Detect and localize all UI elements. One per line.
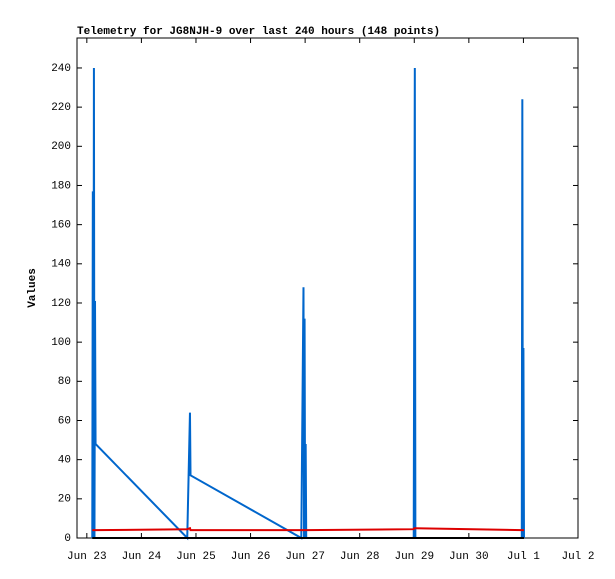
chart-title: Telemetry for JG8NJH-9 over last 240 hou… xyxy=(77,26,440,38)
y-tick-label: 100 xyxy=(51,337,71,349)
y-tick-label: 180 xyxy=(51,180,71,192)
y-tick-label: 220 xyxy=(51,102,71,114)
x-tick-label: Jun 27 xyxy=(285,551,325,563)
plot-frame xyxy=(76,37,579,539)
x-tick-label: Jun 23 xyxy=(67,551,107,563)
y-tick-label: 40 xyxy=(58,455,71,467)
x-tick-label: Jul 2 xyxy=(561,551,594,563)
y-tick-label: 240 xyxy=(51,63,71,75)
x-tick-label: Jun 30 xyxy=(449,551,489,563)
series-line xyxy=(91,67,525,541)
y-tick-label: 120 xyxy=(51,298,71,310)
y-tick-label: 160 xyxy=(51,220,71,232)
x-tick-label: Jun 24 xyxy=(122,551,162,563)
x-tick-label: Jul 1 xyxy=(507,551,540,563)
y-tick-label: 200 xyxy=(51,141,71,153)
x-tick-label: Jun 29 xyxy=(394,551,434,563)
y-tick-label: 60 xyxy=(58,415,71,427)
series-line xyxy=(92,526,524,532)
y-axis-label: Values xyxy=(27,268,39,308)
x-tick-label: Jun 25 xyxy=(176,551,216,563)
y-tick-label: 140 xyxy=(51,259,71,271)
y-tick-label: 20 xyxy=(58,494,71,506)
y-tick-label: 0 xyxy=(64,533,71,545)
x-tick-label: Jun 26 xyxy=(231,551,271,563)
x-tick-label: Jun 28 xyxy=(340,551,380,563)
y-tick-label: 80 xyxy=(58,376,71,388)
